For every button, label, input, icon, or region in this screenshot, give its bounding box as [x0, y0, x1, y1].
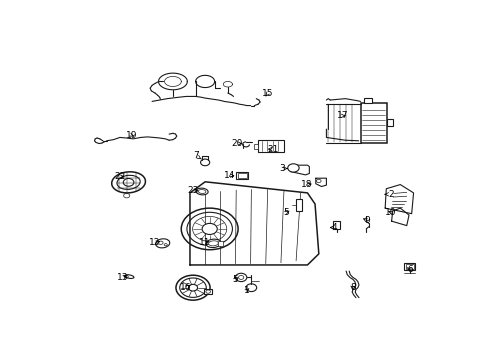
Text: 5: 5 [232, 275, 238, 284]
Bar [236, 172, 248, 179]
Text: 22: 22 [114, 172, 125, 181]
Text: 5: 5 [283, 208, 289, 217]
Text: 12: 12 [149, 238, 161, 247]
Ellipse shape [205, 239, 221, 248]
Ellipse shape [196, 188, 208, 195]
Bar [296, 199, 301, 211]
Bar [386, 120, 392, 126]
Polygon shape [385, 185, 413, 214]
Text: 17: 17 [336, 111, 347, 120]
Bar [364, 98, 371, 103]
Text: 20: 20 [231, 139, 243, 148]
Text: 14: 14 [224, 171, 235, 180]
Text: 21: 21 [266, 145, 278, 154]
Bar [332, 221, 339, 229]
Bar [403, 263, 415, 270]
Text: 8: 8 [349, 283, 355, 292]
Bar [237, 173, 246, 178]
Text: 16: 16 [180, 283, 192, 292]
Circle shape [176, 275, 210, 300]
Text: 2: 2 [384, 190, 393, 199]
Circle shape [202, 223, 217, 234]
Polygon shape [189, 182, 318, 265]
Text: 11: 11 [198, 238, 210, 247]
Bar [360, 103, 386, 143]
Circle shape [200, 159, 209, 166]
Text: 1: 1 [244, 286, 249, 295]
Bar [218, 241, 222, 246]
Text: 10: 10 [384, 208, 396, 217]
Circle shape [287, 164, 299, 172]
Text: 4: 4 [329, 223, 336, 232]
Ellipse shape [198, 189, 205, 193]
Bar [405, 264, 413, 269]
Ellipse shape [208, 241, 218, 246]
Text: 9: 9 [363, 216, 369, 225]
Polygon shape [290, 165, 309, 175]
Text: 19: 19 [125, 131, 137, 140]
Bar [203, 289, 211, 294]
Text: 18: 18 [300, 180, 312, 189]
Ellipse shape [124, 275, 134, 278]
Text: 15: 15 [262, 89, 273, 98]
Polygon shape [315, 178, 326, 186]
Text: 7: 7 [192, 151, 201, 160]
Circle shape [245, 284, 256, 292]
Text: 3: 3 [278, 164, 287, 173]
Text: 6: 6 [406, 265, 412, 274]
Polygon shape [391, 208, 408, 226]
Circle shape [188, 284, 197, 291]
Bar [254, 144, 258, 149]
Text: 13: 13 [117, 273, 128, 282]
Bar [258, 140, 284, 152]
Circle shape [235, 273, 246, 282]
Ellipse shape [155, 239, 169, 248]
Text: 23: 23 [187, 186, 198, 195]
